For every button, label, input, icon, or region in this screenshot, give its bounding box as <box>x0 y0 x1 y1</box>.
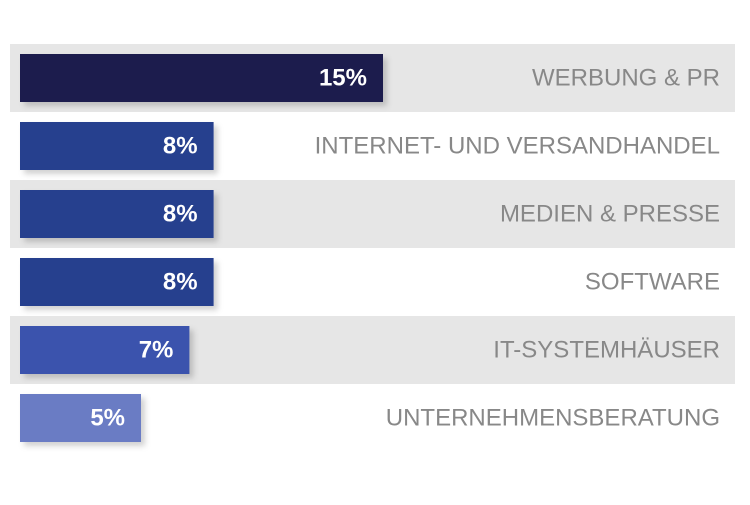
category-label: UNTERNEHMENSBERATUNG <box>386 404 720 431</box>
value-label: 8% <box>163 268 198 295</box>
category-label: INTERNET- UND VERSANDHANDEL <box>315 132 720 159</box>
value-label: 5% <box>90 404 125 431</box>
bar <box>20 190 214 238</box>
bar <box>20 326 190 374</box>
value-label: 8% <box>163 200 198 227</box>
category-label: IT-SYSTEMHÄUSER <box>493 336 720 363</box>
value-label: 15% <box>319 64 367 91</box>
value-label: 7% <box>139 336 174 363</box>
category-label: WERBUNG & PR <box>532 64 720 91</box>
bar <box>20 394 141 442</box>
bar <box>20 122 214 170</box>
value-label: 8% <box>163 132 198 159</box>
bar <box>20 54 383 102</box>
bar <box>20 258 214 306</box>
category-label: MEDIEN & PRESSE <box>500 200 720 227</box>
category-label: SOFTWARE <box>585 268 720 295</box>
